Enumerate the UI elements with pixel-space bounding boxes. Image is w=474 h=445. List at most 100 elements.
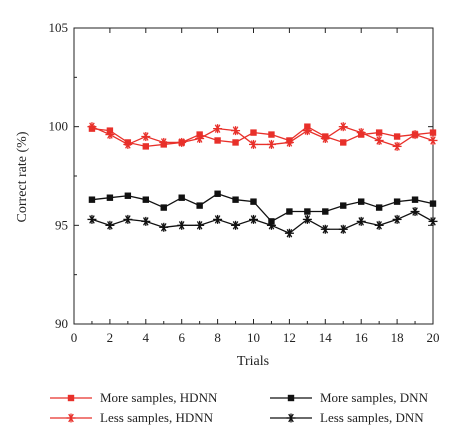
y-tick-label: 100 — [49, 119, 69, 134]
data-point — [213, 214, 223, 224]
data-point — [232, 139, 239, 146]
data-point — [249, 214, 258, 224]
data-point — [214, 137, 221, 144]
data-point — [87, 122, 97, 132]
data-point — [320, 224, 330, 234]
plot-area: 0 2 4 6 8 10 12 14 16 18 20 90 95 100 105 — [49, 20, 440, 345]
data-point — [232, 196, 239, 203]
data-point — [159, 222, 169, 232]
x-tick-label: 20 — [427, 330, 440, 345]
data-point — [177, 137, 187, 147]
series-line-3 — [91, 210, 434, 234]
legend-item: Less samples, HDNN — [50, 410, 214, 425]
data-point — [250, 198, 257, 205]
data-point — [429, 200, 437, 207]
data-point — [429, 129, 437, 136]
data-point — [302, 214, 312, 224]
data-point — [374, 135, 384, 145]
data-point — [410, 207, 420, 217]
data-point — [142, 143, 149, 150]
data-point — [340, 139, 347, 146]
data-point — [356, 128, 366, 138]
data-point — [375, 204, 383, 211]
data-point — [123, 139, 133, 149]
data-point — [356, 216, 366, 226]
legend-label: More samples, DNN — [320, 390, 429, 405]
legend-label: Less samples, DNN — [320, 410, 424, 425]
x-tick-label: 6 — [178, 330, 185, 345]
data-point — [106, 194, 114, 201]
legend-item: More samples, HDNN — [50, 390, 218, 405]
x-axis-title: Trials — [237, 354, 269, 369]
data-point — [392, 214, 402, 224]
data-point — [231, 220, 241, 230]
data-point — [214, 190, 221, 197]
y-axis-title: Correct rate (%) — [15, 131, 30, 222]
plot-frame — [73, 27, 434, 325]
data-point — [284, 137, 294, 147]
data-point — [266, 139, 276, 149]
data-point — [124, 192, 132, 199]
x-tick-label: 0 — [71, 330, 78, 345]
data-point — [88, 196, 96, 203]
legend-item: More samples, DNN — [270, 390, 429, 405]
data-point — [322, 208, 329, 215]
data-point — [250, 129, 257, 136]
data-point — [268, 131, 275, 138]
legend-marker — [287, 394, 295, 402]
data-point — [340, 202, 347, 209]
data-point — [87, 214, 97, 224]
x-tick-label: 8 — [214, 330, 221, 345]
x-tick-label: 14 — [319, 330, 333, 345]
x-tick-label: 16 — [355, 330, 369, 345]
data-point — [375, 129, 383, 136]
x-tick-label: 2 — [107, 330, 114, 345]
data-point — [178, 194, 185, 201]
data-point — [284, 228, 294, 238]
data-point — [393, 133, 401, 140]
data-point — [141, 132, 151, 142]
data-point — [123, 214, 133, 224]
x-tick-label: 18 — [391, 330, 404, 345]
data-point — [196, 202, 203, 209]
data-point — [338, 224, 348, 234]
data-point — [141, 216, 151, 226]
data-point — [213, 124, 223, 134]
data-point — [338, 122, 348, 132]
data-point — [428, 216, 438, 226]
data-point — [160, 204, 167, 211]
legend-marker — [67, 394, 75, 402]
data-point — [428, 135, 438, 145]
data-point — [105, 130, 115, 140]
data-point — [304, 208, 311, 215]
data-point — [159, 137, 169, 147]
legend: More samples, HDNN More samples, DNN Less … — [50, 390, 429, 425]
data-point — [411, 196, 419, 203]
data-point — [249, 139, 258, 149]
y-tick-label: 105 — [49, 20, 69, 35]
series-line-1 — [91, 125, 434, 148]
data-point — [410, 130, 420, 140]
data-point — [302, 126, 312, 136]
y-tick-label: 95 — [55, 217, 68, 232]
legend-label: Less samples, HDNN — [100, 410, 214, 425]
legend-label: More samples, HDNN — [100, 390, 218, 405]
data-point — [177, 220, 187, 230]
data-point — [105, 220, 115, 230]
data-point — [231, 126, 241, 136]
data-point — [374, 220, 384, 230]
x-tick-label: 12 — [283, 330, 296, 345]
data-point — [266, 220, 276, 230]
data-point — [286, 208, 293, 215]
data-point — [195, 220, 205, 230]
legend-marker — [66, 413, 76, 423]
x-tick-label: 4 — [143, 330, 150, 345]
data-point — [393, 198, 401, 205]
data-point — [392, 141, 402, 151]
legend-item: Less samples, DNN — [270, 410, 424, 425]
data-point — [142, 196, 149, 203]
legend-marker — [286, 413, 296, 423]
x-tick-label: 10 — [247, 330, 260, 345]
data-point — [195, 134, 205, 144]
